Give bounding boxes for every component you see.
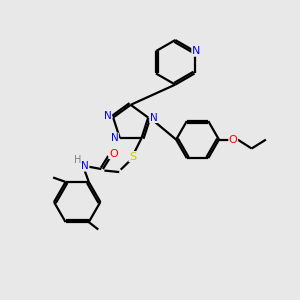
Text: N: N	[104, 111, 112, 121]
Text: S: S	[129, 152, 136, 162]
Text: N: N	[111, 133, 119, 143]
Text: H: H	[74, 155, 81, 165]
Text: N: N	[150, 112, 158, 123]
Text: N: N	[81, 161, 89, 171]
Text: O: O	[109, 148, 118, 159]
Text: N: N	[192, 46, 200, 56]
Text: O: O	[229, 135, 238, 145]
